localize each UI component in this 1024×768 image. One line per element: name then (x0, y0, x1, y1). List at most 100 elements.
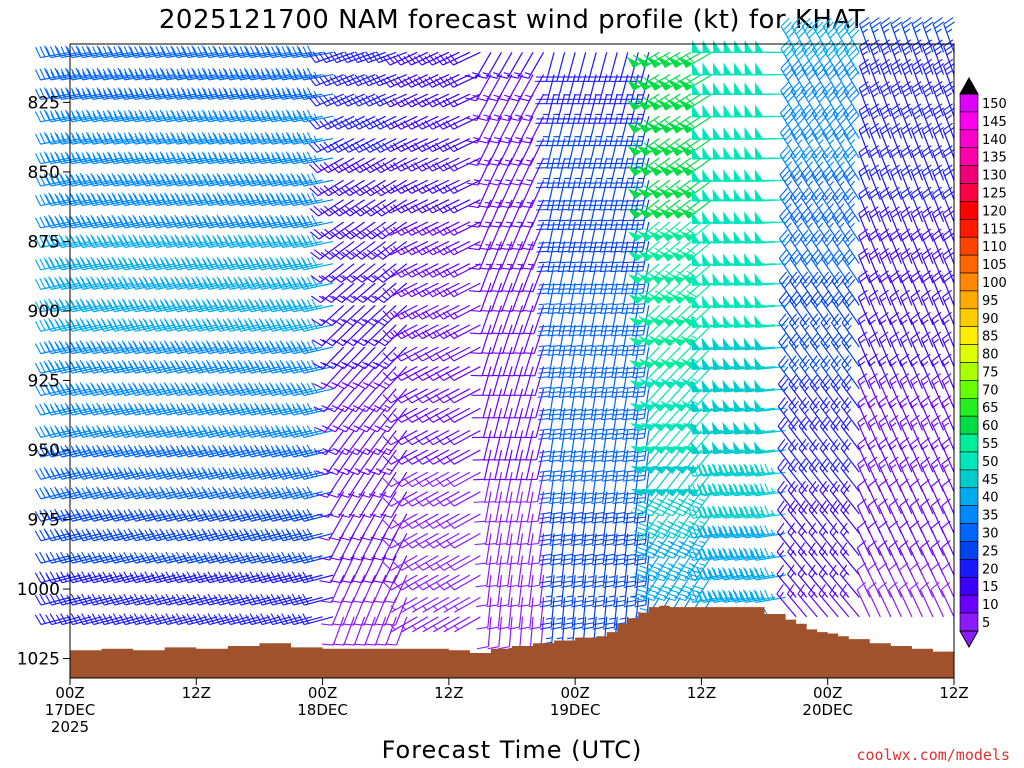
wind-barb (899, 414, 913, 451)
wind-barb (393, 366, 429, 382)
wind-barb (129, 131, 165, 145)
wind-barb (920, 331, 934, 367)
wind-barb (435, 263, 471, 278)
wind-barb (899, 456, 913, 492)
wind-barb (931, 331, 945, 367)
wind-barb (858, 206, 871, 242)
wind-barb (224, 87, 260, 101)
wind-barb (932, 17, 945, 53)
wind-barb (97, 613, 134, 626)
wind-barb (203, 298, 239, 313)
wind-barb (45, 45, 81, 59)
terrain-area (70, 605, 954, 678)
wind-barb (445, 574, 481, 591)
wind-barb (932, 58, 945, 95)
wind-barb (171, 192, 207, 207)
legend-label: 20 (982, 562, 999, 577)
wind-barb (942, 206, 955, 242)
wind-barb (504, 449, 524, 481)
wind-barb (161, 298, 197, 313)
wind-barb (119, 551, 155, 564)
wind-barb (245, 172, 281, 187)
wind-barb (940, 562, 955, 598)
wind-barb (921, 247, 934, 284)
wind-barb (161, 318, 197, 332)
wind-barb (192, 67, 228, 81)
wind-barb (943, 17, 955, 53)
wind-barb (245, 276, 281, 290)
legend-swatch (959, 290, 979, 310)
y-tick-label: 850 (28, 163, 60, 183)
x-tick-label: 12Z (939, 684, 968, 702)
wind-barb (435, 240, 471, 256)
wind-barb (888, 562, 902, 598)
wind-barb (839, 564, 860, 598)
wind-barb (129, 109, 165, 123)
wind-barb (140, 593, 176, 606)
wind-barb (87, 45, 123, 59)
wind-barb (878, 289, 892, 326)
wind-barb (87, 214, 123, 229)
wind-barb (276, 359, 313, 374)
wind-barb (513, 366, 534, 396)
wind-barb (266, 276, 302, 290)
wind-barb (857, 331, 871, 367)
wind-barb (34, 298, 71, 313)
wind-barb (373, 221, 408, 240)
wind-barb (108, 214, 144, 229)
wind-barb (495, 491, 513, 523)
wind-barb (182, 256, 218, 271)
wind-barb (492, 388, 513, 419)
wind-barb (493, 408, 513, 439)
wind-barb (161, 593, 197, 606)
wind-barb (502, 366, 524, 396)
wind-barb (234, 172, 271, 187)
legend-swatch (959, 433, 979, 453)
wind-barb (108, 151, 144, 165)
legend-label: 125 (982, 186, 1007, 201)
wind-barb (45, 214, 81, 229)
wind-barb (266, 172, 302, 187)
wind-barb (788, 397, 808, 431)
wind-barb (45, 151, 81, 165)
wind-barb (255, 340, 292, 355)
wind-barb (942, 58, 955, 95)
wind-barb (277, 151, 313, 165)
legend-swatch (959, 523, 979, 542)
wind-barb (171, 67, 207, 81)
wind-barb (182, 425, 218, 439)
wind-barb (414, 449, 450, 465)
wind-barb (513, 388, 534, 419)
wind-barb (755, 82, 786, 96)
wind-barb (435, 221, 471, 236)
wind-barb (192, 109, 228, 123)
wind-barb (941, 498, 955, 534)
wind-barb (485, 513, 503, 546)
wind-barb (445, 407, 481, 423)
wind-barb (34, 508, 71, 522)
wind-barb (45, 131, 81, 145)
wind-barb (213, 382, 250, 397)
wind-barb (515, 449, 534, 481)
wind-barb (353, 616, 376, 646)
wind-barb (266, 359, 302, 374)
wind-barb (129, 382, 165, 397)
wind-barb (445, 179, 481, 194)
wind-barb (255, 359, 292, 374)
chart-title: 2025121700 NAM forecast wind profile (kt… (159, 5, 865, 35)
wind-barb (524, 408, 545, 439)
wind-barb (161, 109, 197, 123)
wind-barb (889, 164, 902, 200)
legend-label: 60 (982, 419, 999, 434)
legend-label: 100 (982, 276, 1007, 291)
wind-barb (235, 109, 271, 123)
wind-barb (245, 318, 281, 332)
plot-area (34, 17, 955, 679)
wind-barb (941, 478, 955, 515)
wind-barb (900, 122, 913, 159)
wind-barb (434, 138, 471, 153)
wind-barb (930, 478, 945, 515)
wind-barb (192, 214, 228, 229)
legend-swatch (959, 505, 979, 524)
